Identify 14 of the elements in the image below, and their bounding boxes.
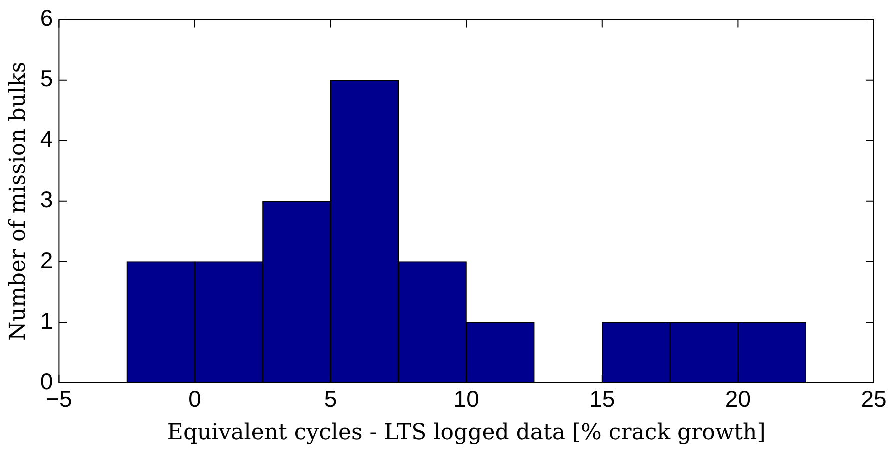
x-axis-title: Equivalent cycles - LTS logged data [% crack growth] [167, 420, 766, 446]
y-tick-label: 5 [40, 66, 54, 92]
x-tick-label: 0 [188, 386, 202, 412]
y-tick-label: 6 [40, 5, 54, 32]
x-tick-label: 20 [725, 386, 751, 412]
x-tick-label: 15 [590, 386, 616, 412]
x-tick-label: 5 [324, 386, 338, 412]
x-tick-label: 25 [861, 386, 887, 412]
y-tick-label: 1 [40, 308, 54, 334]
x-tick-label: 10 [454, 386, 480, 412]
y-tick-label: 3 [40, 186, 54, 213]
y-tick-label: 4 [40, 126, 54, 152]
y-tick-label: 2 [40, 247, 54, 274]
y-axis-title: Number of mission bulks [6, 62, 31, 341]
